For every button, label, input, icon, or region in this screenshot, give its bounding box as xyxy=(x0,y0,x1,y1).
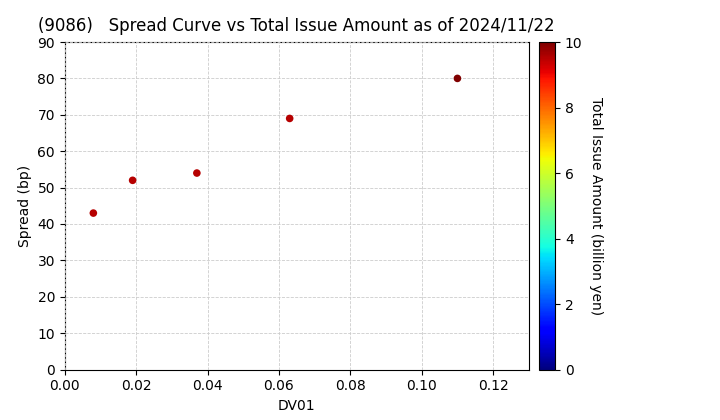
Point xyxy=(191,170,202,176)
Point xyxy=(451,75,463,82)
Title: (9086)   Spread Curve vs Total Issue Amount as of 2024/11/22: (9086) Spread Curve vs Total Issue Amoun… xyxy=(38,17,555,35)
Point xyxy=(88,210,99,216)
Point xyxy=(284,115,295,122)
Y-axis label: Total Issue Amount (billion yen): Total Issue Amount (billion yen) xyxy=(589,97,603,315)
X-axis label: DV01: DV01 xyxy=(278,399,315,413)
Point xyxy=(127,177,138,184)
Y-axis label: Spread (bp): Spread (bp) xyxy=(18,165,32,247)
